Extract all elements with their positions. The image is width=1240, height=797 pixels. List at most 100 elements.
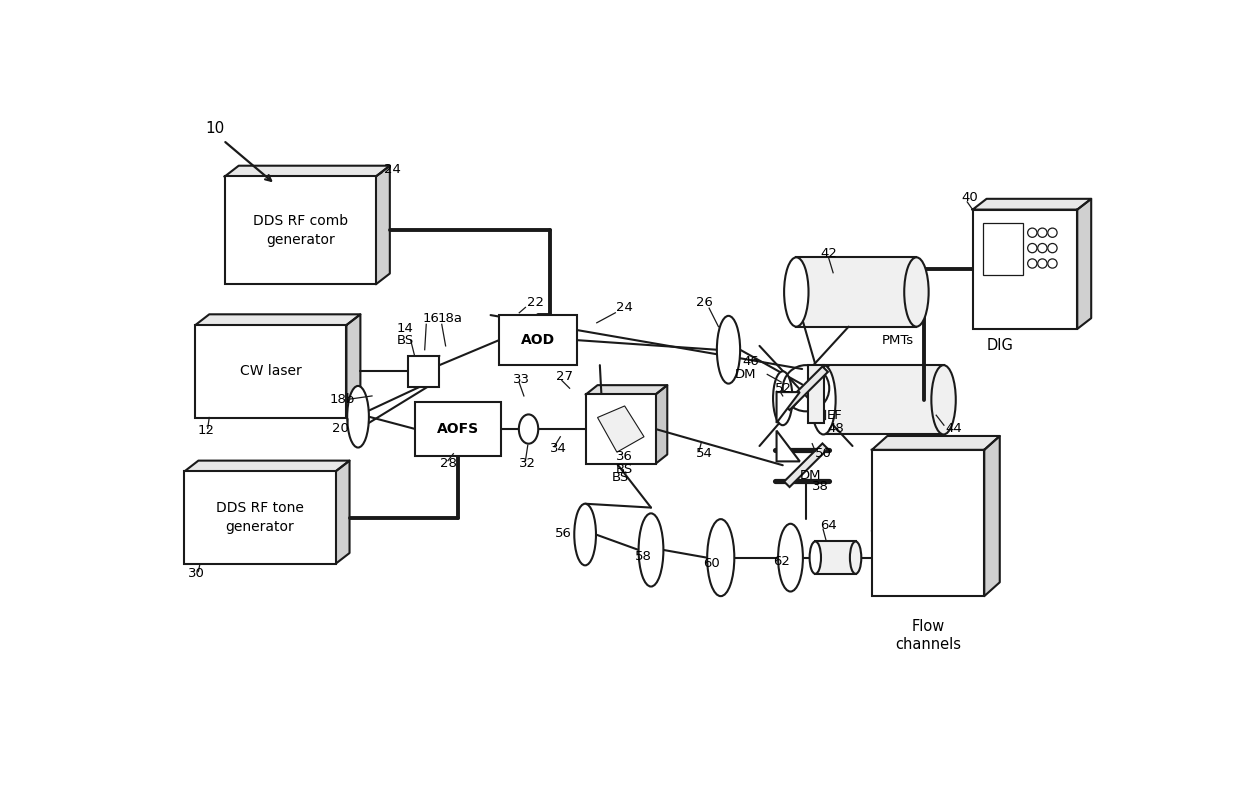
Text: 30: 30 bbox=[187, 567, 205, 579]
Polygon shape bbox=[587, 385, 667, 395]
Ellipse shape bbox=[518, 414, 538, 444]
Text: 38: 38 bbox=[812, 481, 830, 493]
Text: AOD: AOD bbox=[521, 333, 556, 347]
Text: 28: 28 bbox=[440, 457, 458, 470]
Polygon shape bbox=[776, 430, 800, 461]
Text: 48: 48 bbox=[827, 422, 843, 435]
Ellipse shape bbox=[574, 504, 596, 565]
Text: 20: 20 bbox=[332, 422, 348, 435]
Text: 34: 34 bbox=[551, 442, 567, 455]
Text: 44: 44 bbox=[945, 422, 962, 435]
Circle shape bbox=[1048, 228, 1058, 238]
Polygon shape bbox=[185, 461, 350, 471]
Text: BS: BS bbox=[397, 334, 414, 347]
Text: DDS RF tone
generator: DDS RF tone generator bbox=[216, 501, 304, 534]
Text: 10: 10 bbox=[206, 120, 224, 135]
Polygon shape bbox=[346, 314, 361, 418]
Polygon shape bbox=[376, 166, 389, 285]
Polygon shape bbox=[224, 166, 389, 176]
Text: 60: 60 bbox=[703, 557, 720, 571]
Text: CW laser: CW laser bbox=[241, 364, 301, 379]
Circle shape bbox=[1048, 243, 1058, 253]
Text: DM: DM bbox=[800, 469, 821, 481]
Polygon shape bbox=[776, 392, 800, 423]
Text: 18b: 18b bbox=[330, 393, 355, 406]
Text: EF: EF bbox=[827, 409, 843, 422]
Text: 64: 64 bbox=[820, 519, 837, 532]
Text: 24: 24 bbox=[616, 301, 632, 314]
Bar bbox=[872, 450, 985, 596]
Ellipse shape bbox=[810, 541, 821, 574]
Bar bbox=[498, 315, 577, 365]
Text: DIG: DIG bbox=[986, 339, 1013, 353]
Bar bbox=[823, 365, 944, 434]
Text: 56: 56 bbox=[556, 527, 572, 540]
Ellipse shape bbox=[784, 257, 808, 327]
Text: 62: 62 bbox=[773, 555, 790, 568]
Text: 52: 52 bbox=[775, 382, 792, 395]
Polygon shape bbox=[784, 367, 828, 410]
Ellipse shape bbox=[904, 257, 929, 327]
Text: 40: 40 bbox=[961, 190, 978, 204]
Text: 14: 14 bbox=[397, 322, 414, 335]
Ellipse shape bbox=[849, 541, 862, 574]
Text: 36: 36 bbox=[616, 450, 632, 462]
Text: 26: 26 bbox=[696, 296, 713, 308]
Polygon shape bbox=[1078, 198, 1091, 329]
Text: 50: 50 bbox=[816, 447, 832, 460]
Ellipse shape bbox=[639, 513, 663, 587]
Polygon shape bbox=[872, 436, 999, 450]
Bar bbox=[196, 325, 346, 418]
Bar bbox=[408, 356, 439, 387]
Ellipse shape bbox=[811, 365, 836, 434]
Bar bbox=[796, 257, 916, 327]
Circle shape bbox=[1048, 259, 1058, 268]
Polygon shape bbox=[598, 406, 644, 452]
Polygon shape bbox=[972, 198, 1091, 210]
Text: 32: 32 bbox=[520, 457, 536, 470]
Circle shape bbox=[1038, 259, 1047, 268]
Text: DM: DM bbox=[734, 368, 756, 381]
Circle shape bbox=[1038, 228, 1047, 238]
Text: 27: 27 bbox=[557, 370, 573, 383]
Text: 33: 33 bbox=[513, 372, 529, 386]
Text: BS: BS bbox=[616, 462, 634, 476]
Text: 18a: 18a bbox=[438, 312, 463, 325]
Text: Flow
channels: Flow channels bbox=[895, 619, 961, 652]
Circle shape bbox=[1038, 243, 1047, 253]
Text: 54: 54 bbox=[696, 447, 713, 460]
Text: DDS RF comb
generator: DDS RF comb generator bbox=[253, 214, 348, 247]
Ellipse shape bbox=[773, 371, 792, 426]
Text: BS: BS bbox=[613, 471, 630, 484]
Text: AOFS: AOFS bbox=[436, 422, 479, 436]
Ellipse shape bbox=[707, 519, 734, 596]
Circle shape bbox=[1028, 259, 1037, 268]
Polygon shape bbox=[784, 443, 828, 487]
Bar bbox=[816, 541, 856, 574]
Bar bbox=[224, 176, 376, 285]
Bar bbox=[972, 210, 1078, 329]
Text: 22: 22 bbox=[527, 296, 544, 308]
Text: 42: 42 bbox=[820, 247, 837, 260]
Polygon shape bbox=[985, 436, 999, 596]
Text: 46: 46 bbox=[743, 355, 759, 367]
Text: PMTs: PMTs bbox=[882, 334, 914, 347]
Polygon shape bbox=[336, 461, 350, 563]
Ellipse shape bbox=[931, 365, 956, 434]
Circle shape bbox=[1028, 228, 1037, 238]
Text: 12: 12 bbox=[197, 424, 215, 437]
Bar bbox=[587, 395, 656, 464]
Bar bbox=[185, 471, 336, 563]
Circle shape bbox=[1028, 243, 1037, 253]
Bar bbox=[808, 365, 823, 423]
Bar bbox=[982, 222, 1023, 275]
Text: 16: 16 bbox=[423, 312, 439, 325]
Text: 58: 58 bbox=[635, 550, 652, 563]
Polygon shape bbox=[196, 314, 361, 325]
Ellipse shape bbox=[779, 524, 804, 591]
Bar bbox=[415, 402, 501, 456]
Polygon shape bbox=[656, 385, 667, 464]
Text: 24: 24 bbox=[384, 163, 402, 176]
Ellipse shape bbox=[347, 386, 370, 448]
Ellipse shape bbox=[717, 316, 740, 383]
